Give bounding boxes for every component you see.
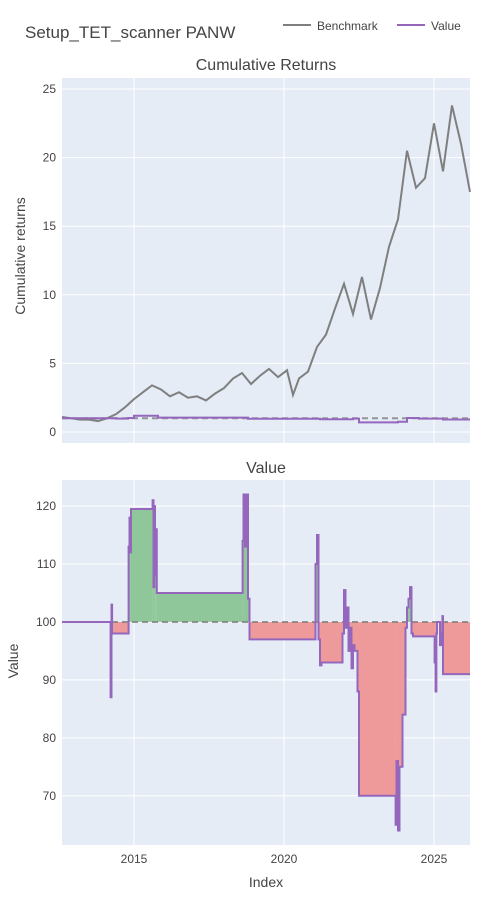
- loss-fill-segment: [414, 621, 416, 637]
- legend[interactable]: Benchmark Value: [283, 19, 461, 33]
- gain-fill-segment: [408, 598, 410, 622]
- loss-fill-segment: [413, 621, 415, 637]
- y-tick-label: 120: [36, 499, 56, 513]
- x-tick-label: 2020: [271, 852, 298, 866]
- y-tick-label: 25: [43, 82, 57, 96]
- gain-fill-segment: [130, 552, 131, 622]
- gain-fill-segment: [242, 592, 243, 622]
- gain-fill-segment: [158, 592, 160, 622]
- legend-value-label[interactable]: Value: [431, 19, 461, 33]
- y-tick-label: 15: [43, 219, 57, 233]
- loss-fill-segment: [353, 621, 355, 646]
- cumulative-returns-grid: [62, 78, 470, 443]
- x-axis-title: Index: [249, 874, 283, 890]
- loss-fill-segment: [416, 621, 434, 637]
- gain-fill-segment: [152, 508, 153, 622]
- loss-fill-segment: [434, 621, 435, 637]
- gain-fill-segment: [129, 517, 131, 622]
- y-tick-label: 80: [43, 731, 57, 745]
- loss-fill-segment: [113, 621, 114, 634]
- x-tick-label: 2025: [421, 852, 448, 866]
- loss-fill-segment: [398, 621, 400, 831]
- loss-fill-segment: [354, 621, 356, 651]
- y-tick-label: 110: [37, 557, 56, 571]
- loss-fill-segment: [356, 621, 358, 651]
- gain-fill-segment: [161, 592, 242, 622]
- loss-fill-segment: [402, 621, 404, 715]
- x-tick-label: 2015: [121, 852, 148, 866]
- loss-fill-segment: [395, 621, 396, 796]
- y-tick-label: 70: [43, 789, 57, 803]
- loss-fill-segment: [444, 621, 470, 675]
- gain-fill-segment: [243, 494, 245, 622]
- loss-fill-segment: [401, 621, 403, 767]
- value-y-axis-title: Value: [5, 643, 21, 678]
- loss-fill-segment: [249, 621, 314, 640]
- loss-fill-segment: [321, 621, 323, 663]
- y-tick-label: 90: [43, 673, 57, 687]
- value-panel-title: Value: [246, 460, 286, 477]
- figure-title: Setup_TET_scanner PANW: [25, 23, 235, 42]
- legend-benchmark-label[interactable]: Benchmark: [317, 19, 379, 33]
- y-tick-label: 100: [36, 615, 56, 629]
- cumulative-returns-plot-area[interactable]: [62, 78, 470, 443]
- value-ticks: 70 80 90 100 110 120 2015 2020 2025: [36, 499, 448, 866]
- gain-fill-segment: [153, 587, 155, 622]
- value-line: [62, 493, 470, 832]
- loss-fill-segment: [359, 621, 395, 796]
- y-tick-label: 10: [43, 288, 57, 302]
- gain-fill-segment: [245, 546, 247, 622]
- loss-fill-segment: [114, 621, 128, 634]
- gain-fill-segment: [155, 575, 156, 622]
- cumulative-returns-ticks: 0 5 10 15 20 25: [43, 82, 57, 439]
- gain-fill-segment: [131, 508, 133, 622]
- y-tick-label: 5: [49, 356, 56, 370]
- benchmark-line: [61, 105, 471, 423]
- value-series: [62, 493, 470, 832]
- gain-fill-segment: [159, 592, 161, 622]
- cumulative-returns-title: Cumulative Returns: [196, 57, 337, 74]
- gain-fill-segment: [132, 508, 152, 622]
- value-plot-area[interactable]: [62, 480, 470, 845]
- y-tick-label: 20: [43, 151, 57, 165]
- loss-fill-segment: [399, 621, 401, 767]
- loss-fill-segment: [396, 621, 398, 761]
- value-line: [62, 414, 470, 424]
- cumulative-returns-panel[interactable]: 0 5 10 15 20 25 Cumulative Returns Cumulative…: [12, 57, 471, 443]
- loss-fill-segment: [350, 621, 352, 628]
- cumulative-returns-series: [61, 105, 471, 424]
- gain-fill-segment: [156, 592, 158, 622]
- loss-fill-segment: [395, 621, 397, 825]
- cumulative-returns-y-axis-title: Cumulative returns: [12, 197, 28, 315]
- y-tick-label: 0: [49, 425, 56, 439]
- loss-fill-segment: [113, 621, 115, 634]
- loss-fill-segment: [323, 621, 341, 663]
